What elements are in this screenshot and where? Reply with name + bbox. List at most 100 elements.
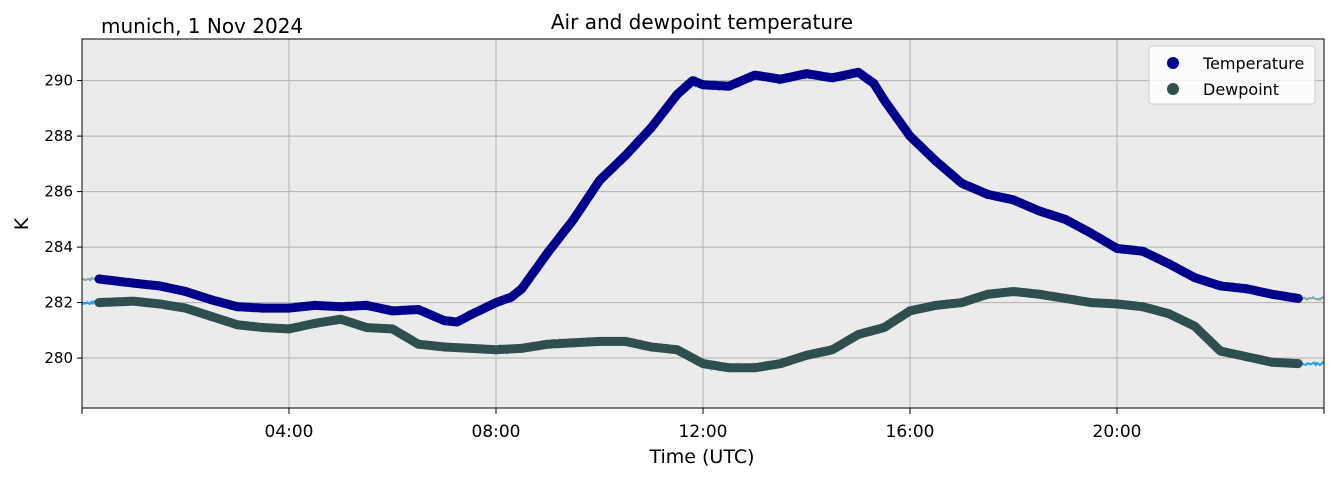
chart-subtitle: munich, 1 Nov 2024 [101,14,303,38]
data-point-temperature [853,67,863,77]
data-point-temperature [688,76,698,86]
y-tick-label: 286 [44,183,73,201]
data-point-dewpoint [362,323,372,332]
legend-label-dewpoint: Dewpoint [1203,80,1279,99]
data-point-temperature [620,151,630,160]
data-point-temperature [1164,259,1174,269]
data-point-dewpoint [465,343,475,353]
data-point-temperature [1086,228,1096,238]
data-point-temperature [388,306,397,316]
data-point-dewpoint [802,350,811,360]
data-point-dewpoint [1293,359,1303,369]
data-point-dewpoint [206,311,216,321]
data-point-temperature [1241,284,1251,294]
data-point-dewpoint [569,338,579,348]
data-point-dewpoint [646,342,656,352]
data-point-dewpoint [258,323,268,332]
data-point-dewpoint [620,336,630,346]
data-point-dewpoint [310,318,320,328]
data-point-dewpoint [129,296,139,306]
data-point-temperature [569,214,579,224]
data-point-dewpoint [672,345,682,355]
data-point-dewpoint [1267,357,1277,367]
data-point-dewpoint [181,303,190,313]
data-point-temperature [1034,206,1044,216]
data-point-temperature [698,80,708,90]
data-point-temperature [310,300,320,310]
data-point-dewpoint [517,343,527,353]
data-point-dewpoint [905,306,915,316]
legend-marker-temperature [1167,57,1179,69]
x-tick-label: 04:00 [265,422,314,442]
data-point-temperature [206,295,216,305]
data-point-dewpoint [1241,352,1251,362]
data-point-temperature [931,156,941,166]
legend: Temperature Dewpoint [1148,45,1316,105]
plot-area [81,38,1325,409]
data-point-temperature [595,176,604,185]
data-point-dewpoint [827,345,837,355]
data-point-temperature [905,131,915,141]
data-point-dewpoint [1060,293,1070,303]
y-tick-label: 282 [44,294,73,312]
data-point-dewpoint [1216,346,1225,356]
data-point-dewpoint [1190,321,1200,331]
data-point-dewpoint [336,314,346,324]
data-point-temperature [776,74,786,84]
data-point-dewpoint [595,336,604,346]
data-point-temperature [507,292,516,302]
data-point-temperature [155,281,165,291]
data-point-temperature [232,302,242,312]
data-point-temperature [284,303,294,313]
legend-box [1148,45,1316,105]
data-point-temperature [1267,289,1277,299]
data-point-dewpoint [931,300,941,310]
chart-title: Air and dewpoint temperature [551,10,853,34]
data-point-dewpoint [439,342,449,352]
data-point-temperature [1138,246,1148,256]
data-point-dewpoint [413,339,423,349]
data-point-temperature [983,189,993,199]
x-tick-label: 20:00 [1093,422,1142,442]
data-point-dewpoint [388,324,397,334]
data-point-dewpoint [750,363,760,373]
data-point-dewpoint [776,359,786,369]
data-point-dewpoint [1138,302,1148,312]
data-point-temperature [724,81,734,91]
y-tick-label: 284 [44,238,73,256]
data-point-dewpoint [853,330,863,339]
data-point-temperature [491,298,501,308]
data-point-dewpoint [879,323,889,332]
data-point-temperature [1112,244,1122,253]
data-point-temperature [452,317,462,327]
y-axis-label: K [11,217,33,230]
data-point-temperature [1009,195,1018,205]
series-line-temperature [94,68,1303,327]
data-point-dewpoint [1112,299,1122,309]
data-point-temperature [750,70,760,80]
data-point-temperature [336,302,346,312]
data-point-dewpoint [284,324,294,334]
data-point-temperature [646,123,656,133]
data-point-temperature [129,278,139,288]
y-tick-label: 280 [44,349,73,367]
data-point-temperature [465,310,475,320]
data-point-dewpoint [232,320,242,330]
data-point-temperature [413,305,423,314]
data-point-temperature [439,316,449,326]
data-point-dewpoint [491,345,501,355]
data-point-dewpoint [1009,287,1018,296]
x-axis: 04:00 08:00 12:00 16:00 20:00 [81,408,1325,442]
data-point-dewpoint [983,289,993,299]
x-axis-label: Time (UTC) [648,446,754,468]
data-point-temperature [362,300,372,310]
data-point-temperature [1216,281,1225,291]
data-point-dewpoint [957,298,967,308]
data-point-temperature [957,178,967,188]
data-point-temperature [517,284,527,294]
data-point-temperature [258,303,268,313]
data-point-dewpoint [698,359,708,369]
data-point-temperature [181,287,190,296]
data-point-temperature [1190,273,1200,283]
